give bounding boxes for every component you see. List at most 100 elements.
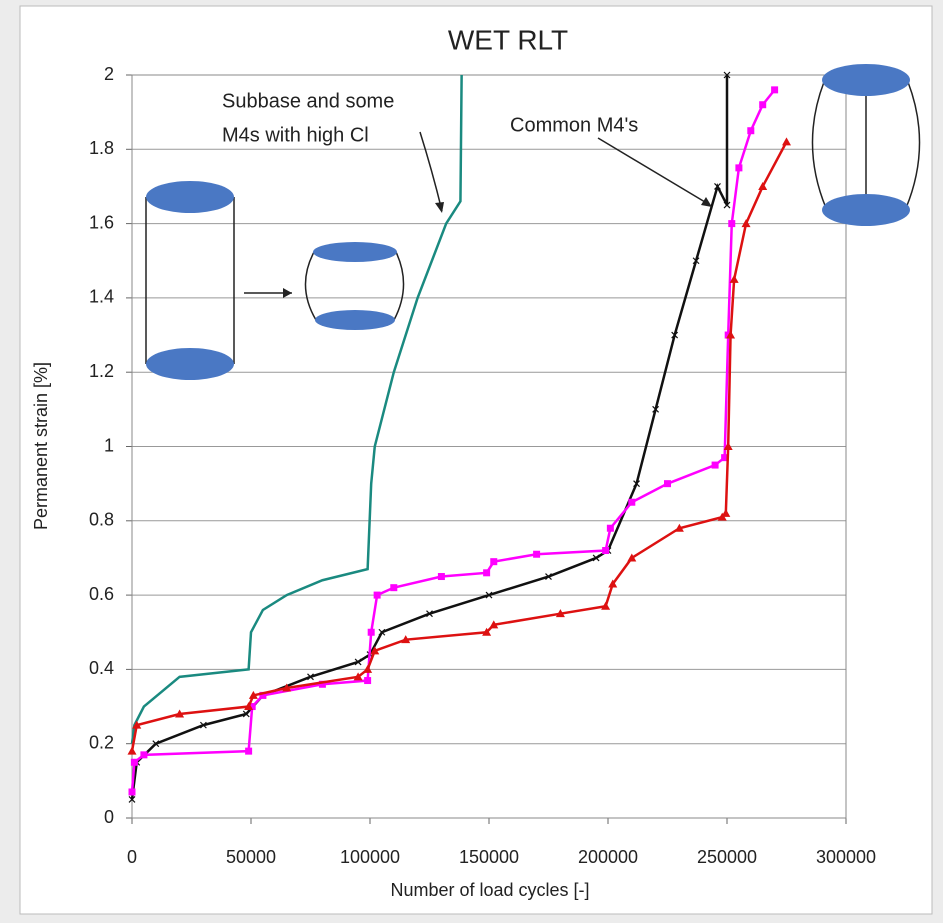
data-point xyxy=(735,164,743,172)
data-point xyxy=(714,183,721,190)
data-point xyxy=(692,257,700,265)
grid: 0 0.2 0.4 0.6 0.8 1 1.2 1.4 1.6 1.8 2 0 50000 100000 1… xyxy=(89,64,876,867)
sketch-line xyxy=(304,251,405,321)
chart-title: WET RLT xyxy=(448,24,568,55)
sketch-cap xyxy=(313,242,397,262)
data-point xyxy=(601,601,611,610)
sketch-arrowhead xyxy=(283,288,292,298)
data-point xyxy=(747,127,755,135)
x-axis-label: Number of load cycles [-] xyxy=(390,880,589,900)
y-tick-label: 1.8 xyxy=(89,138,114,158)
chart-frame xyxy=(19,5,933,915)
data-point xyxy=(485,591,493,599)
data-point xyxy=(367,628,375,636)
data-point xyxy=(390,584,398,592)
y-tick-label: 2 xyxy=(104,64,114,84)
x-tick-label: 0 xyxy=(127,847,137,867)
sketch-cap xyxy=(315,310,395,330)
data-point xyxy=(628,498,636,506)
data-point xyxy=(723,442,733,450)
data-point xyxy=(606,524,614,532)
data-point xyxy=(721,508,731,517)
data-point xyxy=(370,646,380,655)
data-point xyxy=(248,703,256,711)
data-point xyxy=(242,710,250,718)
data-point xyxy=(482,627,492,636)
data-point xyxy=(426,610,433,618)
sketch-cap xyxy=(822,64,910,96)
data-point xyxy=(282,683,292,692)
y-tick-label: 0.8 xyxy=(89,510,114,530)
x-tick-label: 200000 xyxy=(578,847,638,867)
data-point xyxy=(353,672,363,681)
data-point xyxy=(130,758,138,766)
data-point xyxy=(152,740,160,748)
series-line xyxy=(130,75,729,800)
plot xyxy=(127,71,791,803)
plot-border xyxy=(131,74,847,819)
data-point xyxy=(726,330,736,339)
data-point xyxy=(771,86,779,94)
y-tick-label: 1.2 xyxy=(89,361,114,381)
annotation: Common M4's xyxy=(510,114,638,136)
data-point xyxy=(318,680,326,688)
data-point xyxy=(363,664,373,673)
data-point xyxy=(128,788,136,796)
data-point xyxy=(128,796,136,803)
data-point xyxy=(633,480,640,488)
data-point xyxy=(758,181,768,190)
annotation-arrow xyxy=(597,137,711,206)
data-point xyxy=(723,201,731,209)
data-point xyxy=(401,635,411,644)
data-point xyxy=(721,454,729,462)
y-tick-label: 0.2 xyxy=(89,732,114,752)
data-point xyxy=(608,579,618,588)
data-point xyxy=(664,480,671,488)
y-tick-label: 1 xyxy=(104,435,114,455)
data-point xyxy=(248,690,258,699)
y-tick-label: 0.6 xyxy=(89,584,114,604)
x-tick-label: 50000 xyxy=(226,847,276,867)
data-point xyxy=(545,573,552,580)
data-point xyxy=(652,405,660,413)
data-point xyxy=(759,101,767,109)
data-point xyxy=(555,609,565,618)
data-point xyxy=(602,547,610,555)
y-tick-label: 0.4 xyxy=(89,658,114,678)
data-point xyxy=(140,751,148,759)
data-point xyxy=(244,702,254,711)
annotation-arrowhead xyxy=(435,202,444,213)
data-point xyxy=(533,550,541,558)
data-point xyxy=(483,569,491,577)
sketch-line xyxy=(811,81,921,209)
data-point xyxy=(671,331,679,339)
data-point xyxy=(132,720,142,729)
x-tick-label: 300000 xyxy=(816,847,876,867)
data-point xyxy=(782,137,791,146)
annotations: Subbase and some M4s with high Cl Common M… xyxy=(222,90,638,146)
data-point xyxy=(489,620,499,629)
sketch-cap xyxy=(146,181,234,213)
data-point xyxy=(127,746,137,755)
sketch-cap xyxy=(146,348,234,380)
data-point xyxy=(729,274,739,283)
x-tick-label: 250000 xyxy=(697,847,757,867)
specimen-sketches xyxy=(145,64,921,380)
data-point xyxy=(378,628,386,636)
annotation: Subbase and some xyxy=(222,90,394,112)
data-point xyxy=(627,553,637,562)
data-point xyxy=(307,673,314,681)
data-point xyxy=(437,573,445,581)
x-tick-label: 150000 xyxy=(459,847,519,867)
y-axis-label: Permanent strain [%] xyxy=(31,362,51,530)
annotation-arrowhead xyxy=(701,197,712,207)
series-line xyxy=(130,74,463,744)
data-point xyxy=(674,523,684,532)
y-tick-label: 0 xyxy=(104,807,114,827)
data-point xyxy=(592,554,600,562)
y-tick-label: 1.4 xyxy=(89,287,114,307)
annotation: M4s with high Cl xyxy=(222,124,369,146)
data-point xyxy=(199,721,207,729)
